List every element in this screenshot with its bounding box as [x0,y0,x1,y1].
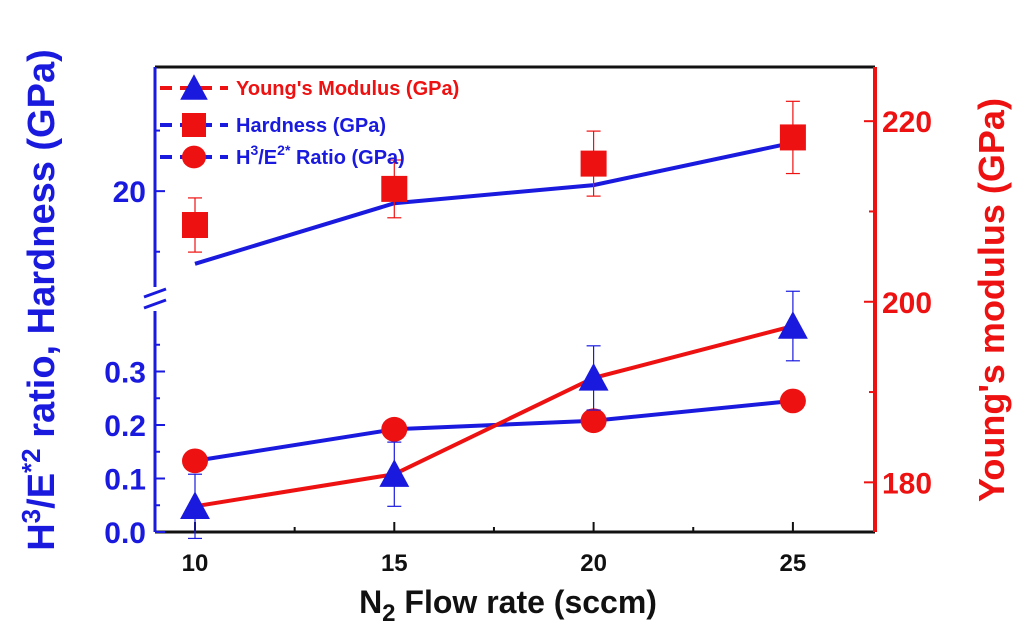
marker-2-3 [779,388,806,414]
series-line-1 [194,140,794,266]
ticks: 10 15 20 25 20 0.0 0.1 0.2 0.3 180 200 220 [104,106,932,577]
marker-2-0 [182,448,208,474]
left-upper-tick-label-20: 20 [113,176,146,209]
x-tick-label-10: 10 [182,550,209,577]
x-axis-label: N2 Flow rate (sccm) [359,584,657,626]
left-lower-tick-label-0.2: 0.2 [104,410,146,443]
legend-label-0: Young's Modulus (GPa) [236,78,459,100]
legend-marker-0 [180,74,208,100]
marker-0-3 [779,124,806,151]
x-tick-label-15: 15 [381,550,408,577]
left-axis-label-p2: /E [21,473,63,509]
marker-0-2 [580,150,607,177]
x-axis-label-rest: Flow rate (sccm) [396,584,657,620]
x-axis-label-sub: 2 [382,600,395,626]
marker-3-2 [578,362,609,391]
legend-label-2: H3/E2* Ratio (GPa) [236,142,405,169]
right-axis-label: Young's modulus (GPa) [971,98,1012,502]
axis-break-mark-2 [143,298,167,310]
legend-label-part-p2: /E [258,147,277,169]
left-axis-label-p1: H [21,523,63,550]
x-tick-label-25: 25 [780,550,807,577]
right-tick-label-180: 180 [882,467,932,500]
marker-2-2 [580,408,607,434]
marker-2-1 [381,416,408,442]
right-tick-label-220: 220 [882,106,932,139]
marker-0-1 [381,175,408,202]
legend-label-part-sup2: 2* [277,142,291,158]
marker-3-3 [777,311,808,339]
axis-break-mark-1 [143,287,167,299]
legend-label-1: Hardness (GPa) [236,115,386,137]
legend-label-part-sup1: 3 [250,142,258,158]
legend-marker-1 [182,113,206,137]
legend-label-part-p1: H [236,147,250,169]
legend-label-part-p3: Ratio (GPa) [290,147,404,169]
marker-3-1 [379,459,410,487]
series-layer [180,100,808,540]
left-lower-tick-label-0.0: 0.0 [104,517,146,550]
legend: Young's Modulus (GPa) Hardness (GPa) H3/E2… [160,74,459,169]
left-axis-label-sup1: 3 [16,509,46,523]
series-line-2 [194,398,794,463]
left-axis-label-p3: ratio, Hardness (GPa) [21,49,63,448]
x-tick-label-20: 20 [580,550,607,577]
left-axis-label: H3/E*2 ratio, Hardness (GPa) [16,49,63,551]
right-tick-label-200: 200 [882,287,932,320]
left-axis-label-sup2: *2 [16,448,46,473]
legend-marker-2 [182,145,206,169]
series-line-3 [194,324,794,509]
marker-3-0 [180,491,210,520]
marker-0-0 [182,212,208,239]
x-axis-label-prefix: N [359,584,382,620]
left-lower-tick-label-0.1: 0.1 [104,464,146,497]
left-lower-tick-label-0.3: 0.3 [104,357,146,390]
